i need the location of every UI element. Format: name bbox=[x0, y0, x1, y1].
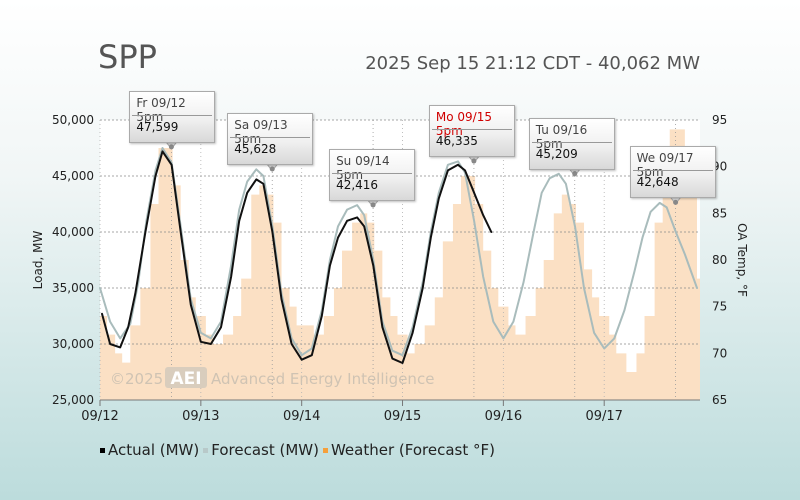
peak-dot-5 bbox=[673, 199, 679, 205]
peak-dot-2 bbox=[370, 202, 376, 208]
x-tick-label-1: 09/13 bbox=[182, 409, 219, 424]
peak-dot-4 bbox=[572, 171, 578, 177]
y-axis-title: Load, MW bbox=[31, 231, 45, 290]
x-tick-label-3: 09/15 bbox=[384, 409, 421, 424]
peak-dot-0 bbox=[168, 144, 174, 150]
y-tick-label-0: 25,000 bbox=[52, 393, 94, 407]
peak-tooltip-4: Tu 09/16 5pm 45,209 bbox=[528, 118, 615, 170]
y-tick-label-5: 50,000 bbox=[52, 113, 94, 127]
tooltip-divider bbox=[132, 115, 213, 116]
x-tick-label-5: 09/17 bbox=[585, 409, 622, 424]
tooltip-value: 42,416 bbox=[336, 178, 379, 192]
actual-line bbox=[101, 150, 493, 364]
tooltip-date: Sa 09/13 5pm bbox=[234, 118, 288, 146]
legend-swatch-weather bbox=[322, 447, 328, 453]
tooltip-value: 42,648 bbox=[636, 175, 679, 189]
y2-tick-label-1: 70 bbox=[712, 346, 727, 360]
watermark-logo: AEI bbox=[170, 369, 201, 389]
y-tick-label-1: 30,000 bbox=[52, 337, 94, 351]
legend-swatch-actual bbox=[100, 447, 105, 453]
y2-tick-label-0: 65 bbox=[712, 393, 727, 407]
y2-tick-label-3: 80 bbox=[712, 253, 727, 267]
watermark: ©2025 AEI Advanced Energy Intelligence bbox=[110, 367, 434, 389]
y2-axis-title: OA Temp, °F bbox=[735, 223, 749, 297]
tooltip-divider bbox=[531, 142, 612, 143]
y-tick-label-4: 45,000 bbox=[52, 169, 94, 183]
legend-label-actual: Actual (MW) bbox=[108, 441, 200, 459]
y-tick-label-3: 40,000 bbox=[52, 225, 94, 239]
y2-tick-label-4: 85 bbox=[712, 206, 727, 220]
tooltip-value: 47,599 bbox=[136, 120, 179, 134]
y2-tick-label-2: 75 bbox=[712, 300, 727, 314]
tooltip-date: Su 09/14 5pm bbox=[336, 154, 390, 182]
chart-legend: Actual (MW) Forecast (MW) Weather (Forec… bbox=[100, 441, 495, 459]
tooltip-divider bbox=[230, 137, 311, 138]
legend-swatch-forecast bbox=[203, 447, 209, 453]
forecast-line bbox=[99, 147, 698, 357]
x-tick-label-4: 09/16 bbox=[485, 409, 522, 424]
tooltip-date: Mo 09/15 5pm bbox=[435, 110, 492, 138]
tooltip-date: Tu 09/16 5pm bbox=[535, 123, 588, 151]
y2-tick-label-5: 90 bbox=[712, 160, 727, 174]
current-load-readout: 2025 Sep 15 21:12 CDT - 40,062 MW bbox=[365, 53, 700, 74]
peak-dot-1 bbox=[269, 166, 275, 172]
legend-item-weather[interactable]: Weather (Forecast °F) bbox=[322, 441, 495, 459]
legend-item-actual[interactable]: Actual (MW) bbox=[100, 441, 199, 459]
watermark-logo-box bbox=[165, 367, 207, 388]
tooltip-date: We 09/17 5pm bbox=[636, 151, 694, 179]
tooltip-divider bbox=[431, 129, 512, 130]
tooltip-date: Fr 09/12 5pm bbox=[136, 96, 186, 124]
peak-tooltip-2: Su 09/14 5pm 42,416 bbox=[329, 149, 416, 201]
y2-tick-label-6: 95 bbox=[712, 113, 727, 127]
legend-item-forecast[interactable]: Forecast (MW) bbox=[203, 441, 319, 459]
y-tick-label-2: 35,000 bbox=[52, 281, 94, 295]
legend-label-weather: Weather (Forecast °F) bbox=[330, 441, 495, 459]
tooltip-divider bbox=[632, 170, 713, 171]
tooltip-value: 45,209 bbox=[535, 147, 578, 161]
x-tick-label-0: 09/12 bbox=[81, 409, 118, 424]
legend-label-forecast: Forecast (MW) bbox=[211, 441, 319, 459]
page-title: SPP bbox=[98, 38, 157, 76]
x-tick-label-2: 09/14 bbox=[283, 409, 320, 424]
peak-dot-3 bbox=[471, 158, 477, 164]
peak-tooltip-5: We 09/17 5pm 42,648 bbox=[629, 146, 716, 198]
watermark-text: Advanced Energy Intelligence bbox=[211, 370, 434, 388]
tooltip-value: 46,335 bbox=[435, 134, 478, 148]
peak-tooltip-0: Fr 09/12 5pm 47,599 bbox=[129, 91, 216, 143]
peak-tooltip-1: Sa 09/13 5pm 45,628 bbox=[227, 113, 314, 165]
tooltip-value: 45,628 bbox=[234, 142, 277, 156]
watermark-year: ©2025 bbox=[110, 370, 163, 388]
weather-area bbox=[100, 129, 700, 401]
tooltip-divider bbox=[332, 173, 413, 174]
peak-tooltip-3: Mo 09/15 5pm 46,335 bbox=[428, 105, 515, 157]
